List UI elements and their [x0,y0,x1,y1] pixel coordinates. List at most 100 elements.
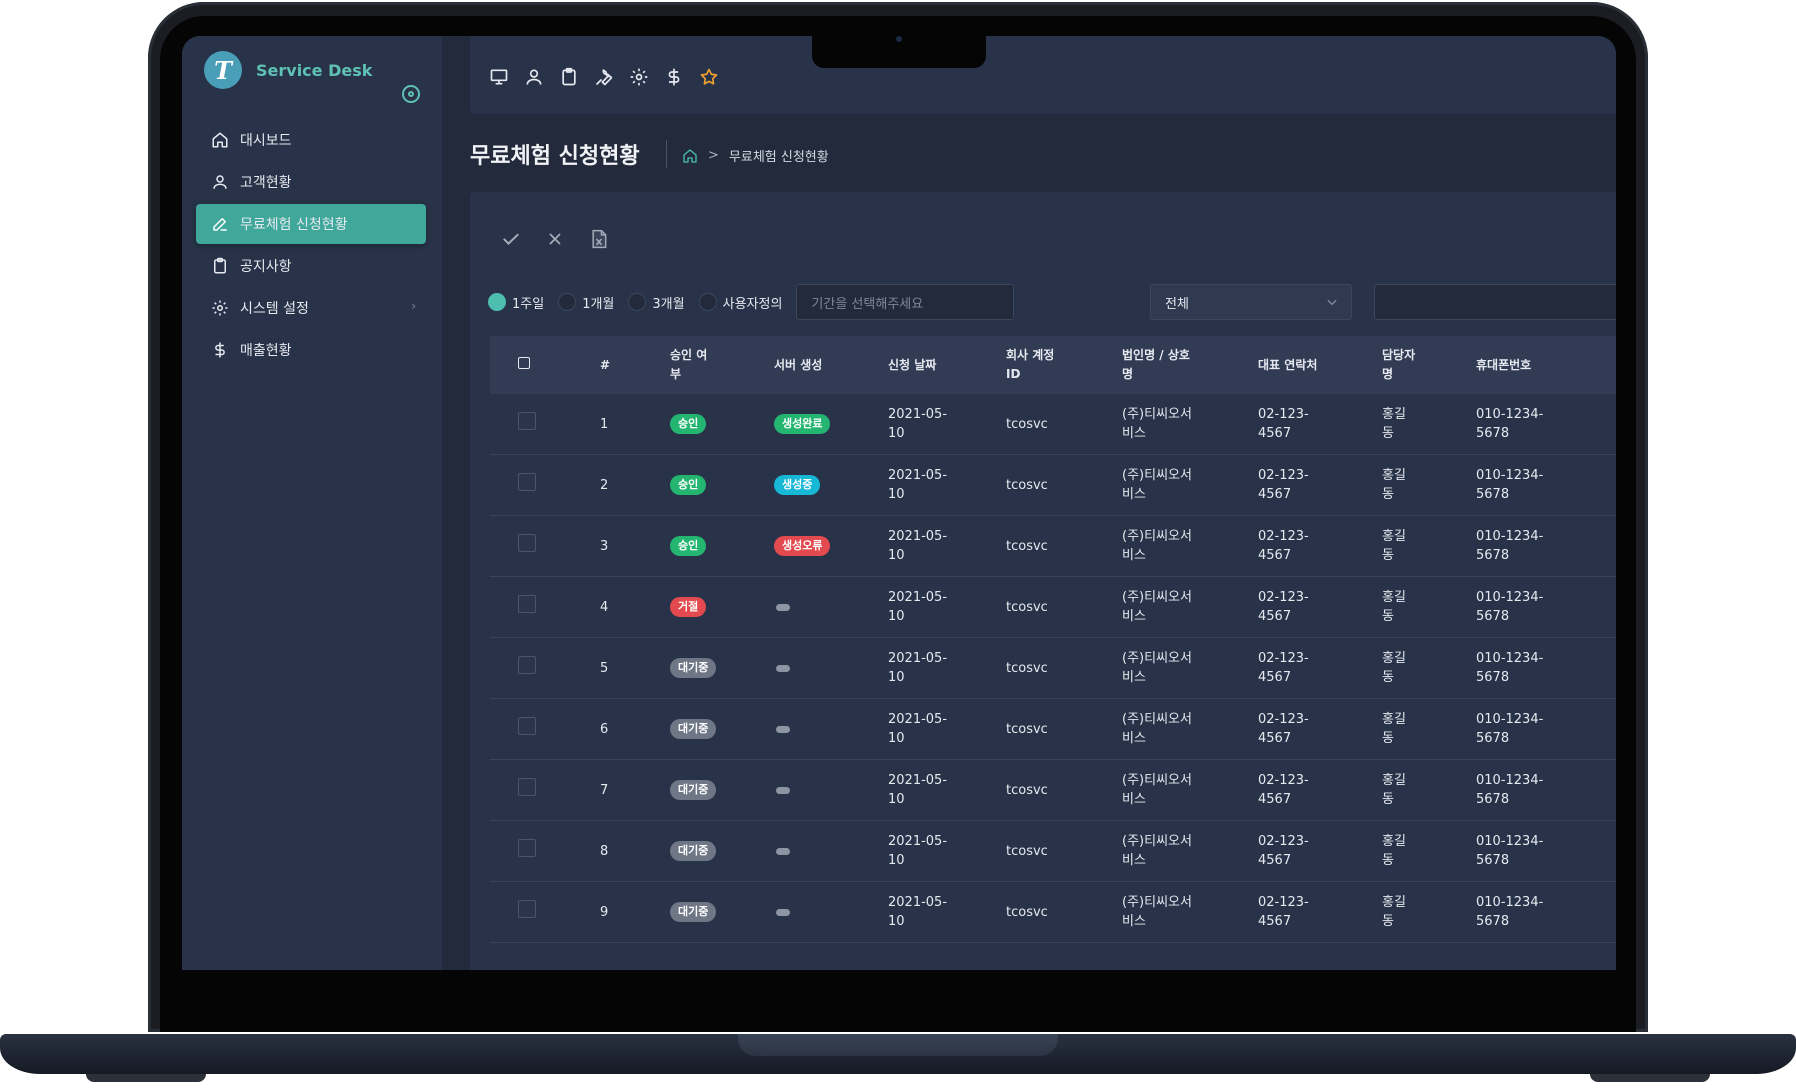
brand-name: Service Desk [256,60,373,80]
breadcrumb: > 무료체험 신청현황 [682,146,829,165]
radio-label: 사용자정의 [722,296,783,312]
sidebar-toggle-icon[interactable] [402,85,420,103]
screen: T Service Desk 대시보드 고객현황 무료체험 신청 [182,36,1616,970]
radio-dot[interactable] [488,293,506,311]
gear-icon[interactable] [628,66,650,88]
user-icon [210,172,230,192]
radio-1month[interactable]: 1개월 [558,293,614,312]
sidebar-item-trial-requests[interactable]: 무료체험 신청현황 [196,204,426,244]
pencil-icon [210,214,230,234]
sidebar-item-system-settings[interactable]: 시스템 설정 › [196,288,426,328]
header-corp[interactable]: 법인명 / 상호 명 [1122,348,1190,381]
sidebar-item-notices[interactable]: 공지사항 [196,246,426,286]
row-select[interactable] [490,839,600,863]
check-icon[interactable] [500,228,522,250]
row-select[interactable] [490,595,600,619]
star-icon[interactable] [698,66,720,88]
row-checkbox[interactable] [518,534,536,552]
approval-badge: 승인 [670,536,707,556]
manager-cell: 홍길 동 [1382,895,1406,929]
row-checkbox[interactable] [518,595,536,613]
row-checkbox[interactable] [518,717,536,735]
row-select[interactable] [490,778,600,802]
sidebar-item-customers[interactable]: 고객현황 [196,162,426,202]
radio-1week[interactable]: 1주일 [488,293,544,312]
sidebar-item-dashboard[interactable]: 대시보드 [196,120,426,160]
corp-cell: (주)티씨오서 비스 [1122,468,1192,502]
monitor-icon[interactable] [488,66,510,88]
row-select[interactable] [490,473,600,497]
manager-cell: 홍길 동 [1382,773,1406,807]
status-select[interactable]: 전체 [1150,284,1352,320]
table-row[interactable]: 5 대기중 2021-05- 10 tcosvc (주)티씨오서 비스 02-123- 4567… [490,638,1616,699]
row-num: 3 [600,538,609,554]
radio-dot[interactable] [628,293,647,311]
table-row[interactable]: 3 승인 생성오류 2021-05- 10 tcosvc (주)티씨오서 비스 02-123- 4… [490,516,1616,577]
table-row[interactable]: 1 승인 생성완료 2021-05- 10 tcosvc (주)티씨오서 비스 02-123- 4… [490,394,1616,455]
sidebar: T Service Desk 대시보드 고객현황 무료체험 신청 [182,36,442,970]
clipboard-icon[interactable] [558,66,580,88]
empty-status-dash [776,908,790,916]
row-checkbox[interactable] [518,778,536,796]
row-select[interactable] [490,900,600,924]
radio-custom[interactable]: 사용자정의 [698,293,783,312]
select-all-checkbox[interactable] [518,356,530,369]
approval-cell: 승인 [670,536,774,556]
table-row[interactable]: 2 승인 생성중 2021-05- 10 tcosvc (주)티씨오서 비스 02-123- 45… [490,455,1616,516]
sidebar-item-sales[interactable]: 매출현황 [196,330,426,370]
header-date[interactable]: 신청 날짜 [888,357,937,372]
dollar-icon[interactable] [663,66,685,88]
manager-cell: 홍길 동 [1382,529,1406,563]
laptop-opening-notch [738,1034,1058,1056]
row-num: 6 [600,721,609,737]
row-select[interactable] [490,717,600,741]
table-row[interactable]: 6 대기중 2021-05- 10 tcosvc (주)티씨오서 비스 02-123- 4567… [490,699,1616,760]
row-checkbox[interactable] [518,656,536,674]
row-checkbox[interactable] [518,473,536,491]
date-cell: 2021-05- 10 [888,712,948,746]
brand-logo: T [204,51,242,89]
row-select[interactable] [490,534,600,558]
close-icon[interactable] [544,228,566,250]
approval-badge: 대기중 [670,780,717,800]
table-row[interactable]: 9 대기중 2021-05- 10 tcosvc (주)티씨오서 비스 02-123- 4567… [490,882,1616,943]
excel-file-icon[interactable] [588,228,610,250]
radio-dot[interactable] [698,293,717,311]
row-num: 9 [600,904,609,920]
corp-cell: (주)티씨오서 비스 [1122,407,1192,441]
home-icon[interactable] [682,148,698,164]
row-num: 1 [600,416,609,432]
clipboard-icon [210,256,230,276]
approval-badge: 대기중 [670,658,717,678]
header-server[interactable]: 서버 생성 [774,357,823,372]
page-title: 무료체험 신청현황 [470,144,640,169]
row-select[interactable] [490,656,600,680]
header-tel[interactable]: 대표 연락처 [1258,357,1318,372]
brand[interactable]: T Service Desk [204,50,424,90]
table-row[interactable]: 7 대기중 2021-05- 10 tcosvc (주)티씨오서 비스 02-123- 4567… [490,760,1616,821]
row-checkbox[interactable] [518,900,536,918]
phone-cell: 010-1234- 5678 [1476,407,1544,441]
row-checkbox[interactable] [518,839,536,857]
header-select-all[interactable] [490,356,600,375]
header-phone[interactable]: 휴대폰번호 [1476,357,1532,372]
header-account[interactable]: 회사 계정 ID [1006,348,1055,381]
row-num: 8 [600,843,609,859]
wrench-icon[interactable] [593,66,615,88]
radio-3months[interactable]: 3개월 [628,293,685,312]
table-row[interactable]: 4 거절 2021-05- 10 tcosvc (주)티씨오서 비스 02-123- 4567 홍… [490,577,1616,638]
row-checkbox[interactable] [518,412,536,430]
table-row[interactable]: 8 대기중 2021-05- 10 tcosvc (주)티씨오서 비스 02-123- 4567… [490,821,1616,882]
radio-dot[interactable] [558,293,577,311]
row-select[interactable] [490,412,600,436]
sidebar-item-label: 무료체험 신청현황 [240,217,348,233]
header-manager[interactable]: 담당자 명 [1382,348,1416,381]
row-num: 2 [600,477,609,493]
search-input[interactable] [1374,284,1616,320]
date-cell: 2021-05- 10 [888,651,948,685]
date-range-input[interactable]: 기간을 선택해주세요 [796,284,1015,320]
date-cell: 2021-05- 10 [888,834,948,868]
radio-label: 3개월 [652,296,685,312]
user-icon[interactable] [523,66,545,88]
